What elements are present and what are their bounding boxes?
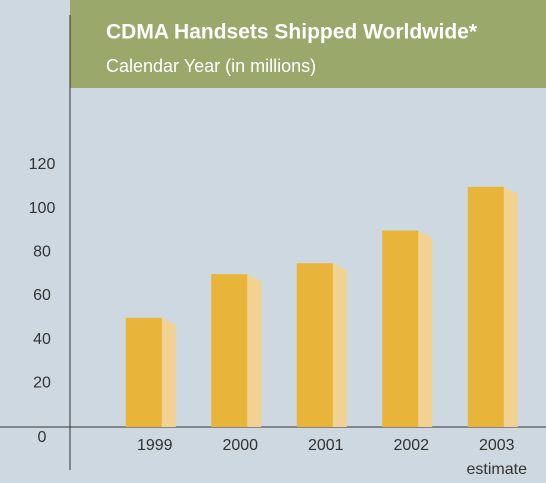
bar bbox=[382, 230, 419, 427]
bar-side bbox=[332, 263, 347, 427]
y-tick-label: 80 bbox=[33, 244, 51, 261]
bar-side bbox=[418, 230, 433, 427]
x-tick-label: 2001 bbox=[308, 437, 344, 454]
y-tick-label: 60 bbox=[33, 287, 51, 304]
y-tick-label: 100 bbox=[29, 200, 56, 217]
x-tick-label: 2000 bbox=[222, 437, 258, 454]
chart-title: CDMA Handsets Shipped Worldwide* bbox=[106, 21, 478, 44]
chart-subtitle: Calendar Year (in millions) bbox=[106, 56, 316, 76]
x-tick-label: 2002 bbox=[393, 437, 429, 454]
y-tick-label: 40 bbox=[33, 331, 51, 348]
bar bbox=[125, 317, 162, 427]
y-tick-label: 120 bbox=[29, 156, 56, 173]
bar bbox=[467, 186, 504, 427]
y-tick-label: 20 bbox=[33, 375, 51, 392]
bar-side bbox=[247, 274, 262, 427]
bar bbox=[296, 263, 333, 427]
x-tick-label: 1999 bbox=[137, 437, 173, 454]
bar-side bbox=[161, 317, 176, 427]
bar bbox=[211, 274, 248, 427]
title-band bbox=[70, 0, 546, 88]
bar-side bbox=[503, 186, 518, 427]
y-tick-label: 0 bbox=[38, 429, 47, 446]
x-tick-label: 2003 bbox=[479, 437, 515, 454]
x-tick-note: estimate bbox=[467, 461, 528, 478]
